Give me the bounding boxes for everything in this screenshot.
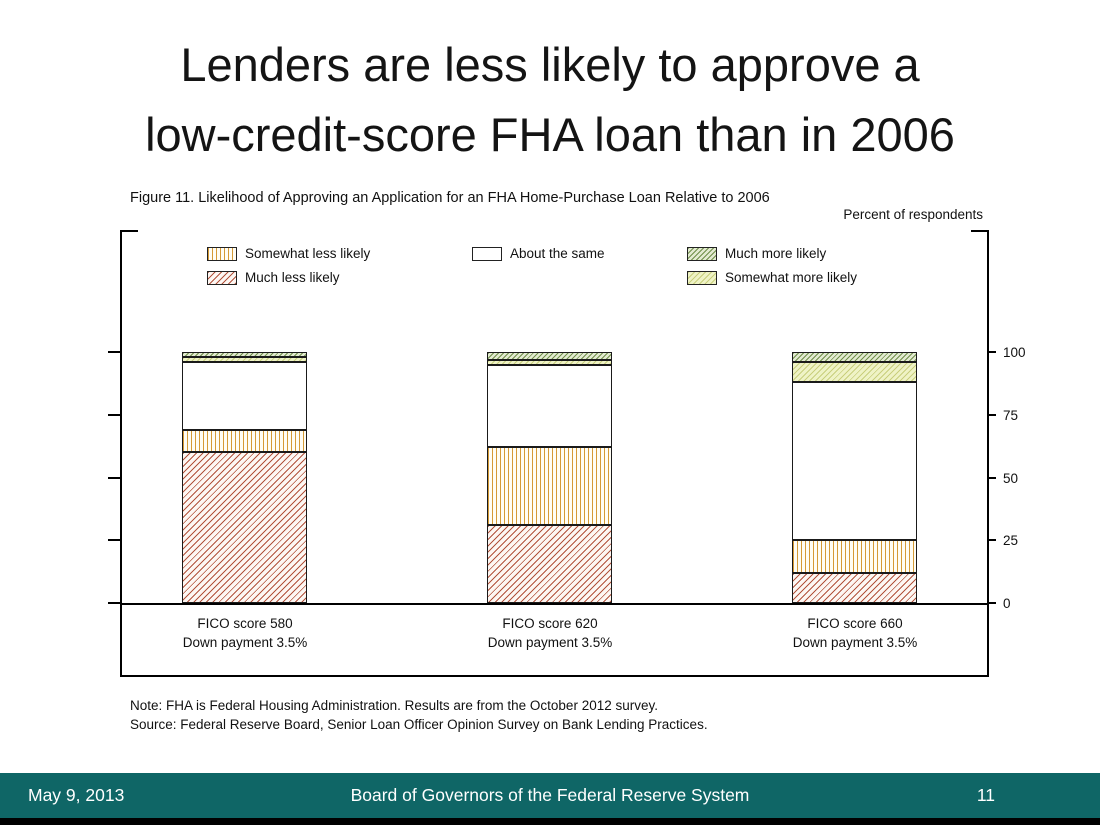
bar-segment-somewhat_more <box>792 362 917 383</box>
category-label-3: FICO score 660 Down payment 3.5% <box>760 615 950 653</box>
y-tick-label-0: 0 <box>1003 596 1011 611</box>
bar-segment-much_less <box>182 452 307 603</box>
legend-item-about_same: About the same <box>472 246 687 261</box>
footer-date: May 9, 2013 <box>28 785 125 805</box>
bar-segment-somewhat_less <box>182 429 307 453</box>
footer-organization: Board of Governors of the Federal Reserv… <box>350 785 750 805</box>
category-label-1-downpayment: Down payment 3.5% <box>182 634 308 650</box>
legend-label-much_more: Much more likely <box>725 246 827 261</box>
zero-baseline <box>122 603 987 605</box>
category-label-1-fico: FICO score 580 <box>197 616 293 631</box>
bottom-black-strip <box>0 818 1100 825</box>
bar-segment-much_less <box>487 525 612 603</box>
footer-page-number: 11 <box>976 785 995 805</box>
bar-segment-somewhat_less <box>487 447 612 526</box>
plot-area: 0 25 50 75 100 <box>108 345 1026 611</box>
y-axis-unit-label: Percent of respondents <box>843 207 983 222</box>
y-tick-mark-right-75 <box>987 413 996 416</box>
bar-segment-about_same <box>792 382 917 541</box>
chart-note: Note: FHA is Federal Housing Administrat… <box>130 698 658 713</box>
y-tick-mark-left-25 <box>108 539 120 542</box>
bar-segment-somewhat_more <box>487 359 612 365</box>
chart-source: Source: Federal Reserve Board, Senior Lo… <box>130 717 708 732</box>
legend-swatch-much_less <box>207 270 237 285</box>
stacked-bar-3 <box>792 352 917 603</box>
y-tick-mark-right-0 <box>987 602 996 604</box>
frame-top-right-tick <box>971 230 987 232</box>
category-label-3-fico: FICO score 660 <box>807 616 903 631</box>
bar-segment-much_more <box>182 352 307 358</box>
y-tick-mark-left-50 <box>108 476 120 479</box>
bar-segment-much_more <box>792 352 917 363</box>
slide-title-line1: Lenders are less likely to approve a <box>180 38 920 91</box>
y-tick-label-25: 25 <box>1003 533 1019 549</box>
y-tick-label-50: 50 <box>1003 470 1019 486</box>
bar-segment-somewhat_more <box>182 357 307 363</box>
bar-3 <box>792 352 917 603</box>
legend-label-about_same: About the same <box>510 246 605 261</box>
legend-label-somewhat_more: Somewhat more likely <box>725 270 858 285</box>
category-label-1: FICO score 580 Down payment 3.5% <box>150 615 340 653</box>
footer-bar: May 9, 2013 Board of Governors of the Fe… <box>0 773 1100 818</box>
figure-title: Figure 11. Likelihood of Approving an Ap… <box>130 190 770 206</box>
legend-item-much_less: Much less likely <box>207 270 472 285</box>
y-tick-mark-left-75 <box>108 413 120 416</box>
stacked-bar-1 <box>182 352 307 603</box>
bar-segment-about_same <box>487 364 612 448</box>
y-tick-mark-right-100 <box>987 351 996 353</box>
y-tick-label-75: 75 <box>1003 407 1019 423</box>
slide-title-line2: low-credit-score FHA loan than in 2006 <box>145 108 955 161</box>
bar-1 <box>182 352 307 603</box>
chart-legend: Somewhat less likely About the same Much m… <box>207 246 857 285</box>
legend-swatch-somewhat_less <box>207 246 237 261</box>
category-label-2: FICO score 620 Down payment 3.5% <box>455 615 645 653</box>
bar-segment-about_same <box>182 362 307 430</box>
legend-item-much_more: Much more likely <box>687 246 857 261</box>
y-tick-mark-right-25 <box>987 539 996 542</box>
category-label-3-downpayment: Down payment 3.5% <box>792 634 918 650</box>
legend-item-somewhat_more: Somewhat more likely <box>687 270 857 285</box>
category-label-2-fico: FICO score 620 <box>502 616 598 631</box>
category-label-2-downpayment: Down payment 3.5% <box>487 634 613 650</box>
bar-segment-much_less <box>792 572 917 603</box>
bar-segment-somewhat_less <box>792 540 917 573</box>
legend-label-much_less: Much less likely <box>245 270 340 285</box>
legend-swatch-much_more <box>687 246 717 261</box>
legend-item-somewhat_less: Somewhat less likely <box>207 246 472 261</box>
slide-title: Lenders are less likely to approve a low… <box>0 30 1100 170</box>
legend-label-somewhat_less: Somewhat less likely <box>245 246 371 261</box>
y-tick-mark-right-50 <box>987 476 996 479</box>
bar-2 <box>487 352 612 603</box>
frame-top-left-tick <box>122 230 138 232</box>
legend-swatch-somewhat_more <box>687 270 717 285</box>
y-tick-label-100: 100 <box>1003 345 1026 360</box>
y-tick-mark-left-100 <box>108 351 120 353</box>
chart-frame: Somewhat less likely About the same Much m… <box>108 230 1026 677</box>
bar-segment-much_more <box>487 352 612 360</box>
stacked-bar-2 <box>487 352 612 603</box>
y-tick-mark-left-0 <box>108 602 120 604</box>
legend-swatch-about_same <box>472 246 502 261</box>
